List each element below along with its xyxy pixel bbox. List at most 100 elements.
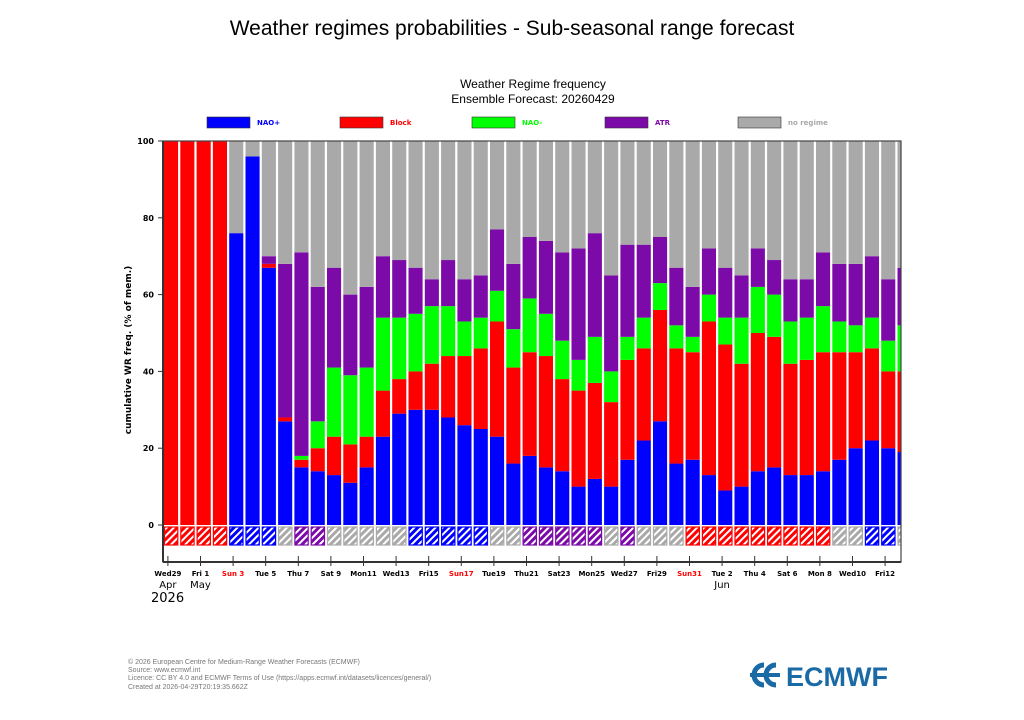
x-tick-label: Thu 7 <box>287 570 309 578</box>
bar-segment <box>571 390 586 487</box>
bar-segment <box>864 141 879 257</box>
ecmwf-logo-mark: ECMWF <box>750 662 888 691</box>
bar-segment <box>457 356 472 426</box>
bar-segment <box>473 275 488 318</box>
x-tick-label: Thu 4 <box>744 570 766 578</box>
bar-segment <box>310 141 325 287</box>
dominant-regime-box <box>506 526 521 546</box>
bar-segment <box>457 425 472 525</box>
bar-segment <box>424 141 439 280</box>
bar-segment <box>343 482 358 525</box>
bar-segment <box>816 252 831 307</box>
bar-segment <box>375 390 390 437</box>
dominant-regime-box <box>832 526 847 546</box>
bar-segment <box>734 275 749 318</box>
bar-segment <box>669 463 684 525</box>
bar-segment <box>587 141 602 234</box>
bars <box>164 141 901 526</box>
bar-segment <box>457 321 472 357</box>
bar-segment <box>375 436 390 525</box>
bar-segment <box>392 141 407 261</box>
bar-segment <box>392 379 407 414</box>
bar-segment <box>832 459 847 525</box>
bar-segment <box>587 336 602 383</box>
dominant-regime-box <box>587 526 603 546</box>
bar-segment <box>685 141 700 287</box>
bar-segment <box>490 436 505 525</box>
bar-segment <box>490 321 505 437</box>
bar-segment <box>212 141 227 525</box>
x-tick-label: Fri 1 <box>192 570 210 578</box>
bar-segment <box>310 471 325 525</box>
bar-segment <box>555 141 570 253</box>
dominant-regime-box <box>359 526 375 546</box>
legend-label: NAO- <box>522 119 542 127</box>
footer-licence: Licence: CC BY 4.0 and ECMWF Terms of Us… <box>128 675 432 683</box>
x-tick-label: Tue 5 <box>255 570 276 578</box>
y-tick-label: 0 <box>148 521 154 530</box>
bar-segment <box>555 379 570 472</box>
dominant-regime-box <box>685 526 700 546</box>
bar-segment <box>408 371 423 410</box>
bar-segment <box>587 478 602 525</box>
bar-segment <box>685 352 700 460</box>
bar-segment <box>473 317 488 349</box>
bar-segment <box>718 344 733 491</box>
dominant-regime-box <box>245 526 260 546</box>
bar-segment <box>669 141 684 268</box>
dominant-regime-box <box>375 526 391 546</box>
bar-segment <box>816 306 831 353</box>
dominant-regime-box <box>310 526 326 546</box>
bar-segment <box>294 459 309 468</box>
bar-segment <box>473 348 488 429</box>
bar-segment <box>327 436 342 476</box>
bar-segment <box>441 417 456 525</box>
bar-segment <box>734 141 749 276</box>
bar-segment <box>375 256 390 318</box>
dominant-regime-box <box>261 526 277 546</box>
bar-segment <box>636 317 651 349</box>
bar-segment <box>620 141 635 245</box>
bar-segment <box>848 448 863 525</box>
x-tick-label: Sat23 <box>548 570 571 578</box>
dominant-regime-box <box>718 526 733 546</box>
dominant-regime-box <box>424 526 440 546</box>
bar-segment <box>864 348 879 441</box>
dominant-regime-box <box>783 526 798 546</box>
bar-segment <box>718 267 733 318</box>
bar-segment <box>783 141 798 280</box>
x-tick-label: Mon11 <box>350 570 377 578</box>
bar-segment <box>473 429 488 525</box>
bar-segment <box>636 440 651 525</box>
bar-segment <box>734 486 749 525</box>
footer-copyright: © 2026 European Centre for Medium-Range … <box>128 659 360 666</box>
bar-segment <box>245 141 260 157</box>
bar-segment <box>392 413 407 525</box>
bar-segment <box>424 363 439 410</box>
footer-source: Source: www.ecmwf.int <box>128 667 201 675</box>
x-tick-label: Wed13 <box>383 570 410 578</box>
x-tick-label: Fri12 <box>875 570 895 578</box>
page-title: Weather regimes probabilities - Sub-seas… <box>229 17 795 40</box>
bar-segment <box>832 263 847 322</box>
bar-segment <box>196 141 211 525</box>
x-tick-label: Fri15 <box>419 570 439 578</box>
month-label: May <box>190 580 211 591</box>
bar-segment <box>767 294 782 337</box>
bar-segment <box>864 317 879 349</box>
bar-segment <box>767 260 782 295</box>
x-tick-label: Sat 9 <box>321 570 342 578</box>
dominant-regime-box <box>766 526 782 546</box>
bar-segment <box>653 237 668 284</box>
bar-segment <box>636 348 651 441</box>
bar-segment <box>555 252 570 341</box>
bar-segment <box>620 459 635 525</box>
dominant-regime-box <box>489 526 505 546</box>
y-tick-label: 40 <box>143 367 155 376</box>
bar-segment <box>408 313 423 372</box>
bar-segment <box>653 421 668 525</box>
dominant-regime-box <box>620 526 635 546</box>
bar-segment <box>604 275 619 372</box>
bar-segment <box>620 244 635 337</box>
bar-segment <box>897 267 901 326</box>
